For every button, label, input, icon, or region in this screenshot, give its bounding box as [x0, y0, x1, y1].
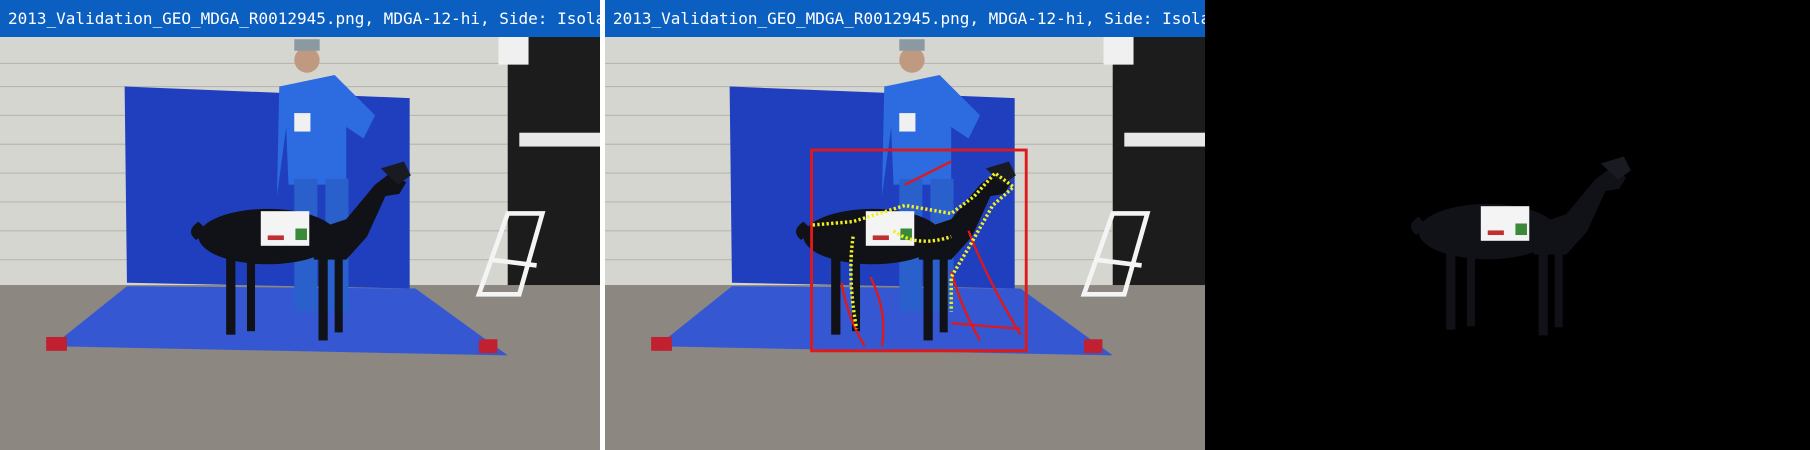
middle-panel: 2013_Validation_GEO_MDGA_R0012945.png, M… [605, 0, 1205, 450]
photo-annotated [605, 0, 1205, 450]
panel-title: 2013_Validation_GEO_MDGA_R0012945.png, M… [605, 0, 1205, 37]
panel-title: 2013_Validation_GEO_MDGA_R0012945.png, M… [0, 0, 600, 37]
photo [0, 0, 600, 450]
segmented-goat [1410, 156, 1631, 336]
right-panel [1205, 0, 1810, 450]
left-panel: 2013_Validation_GEO_MDGA_R0012945.png, M… [0, 0, 600, 450]
